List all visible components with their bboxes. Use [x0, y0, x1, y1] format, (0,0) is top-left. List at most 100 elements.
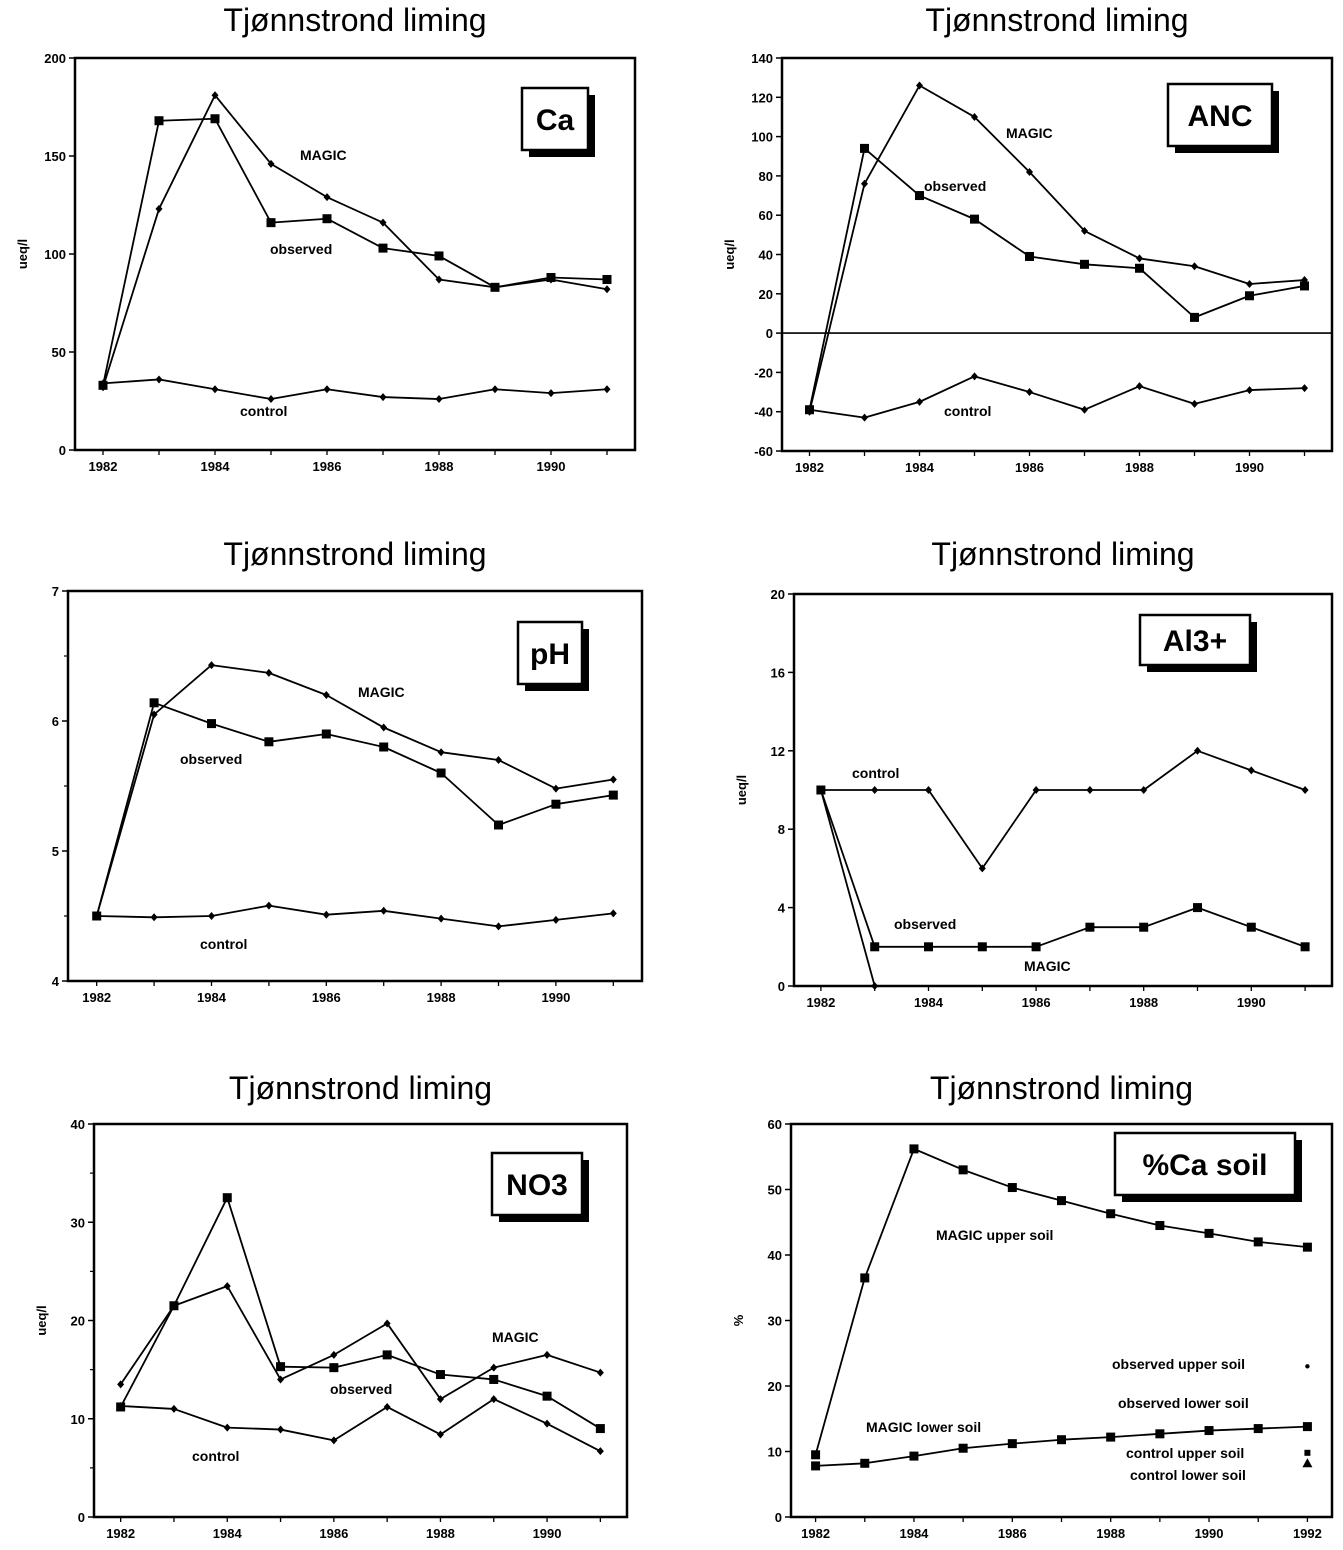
data-point-magic: [437, 748, 445, 757]
data-point-observed: [870, 942, 880, 952]
data-point-magic-lower-soil: [1007, 1439, 1017, 1449]
series-line-magic: [119, 1285, 601, 1400]
data-point-control: [871, 786, 879, 794]
data-point-observed: [1300, 281, 1309, 291]
y-tick-label: 100: [751, 130, 773, 145]
badge-label: ANC: [1188, 100, 1253, 133]
data-point-control: [552, 915, 560, 924]
y-tick-label: 60: [759, 208, 773, 223]
y-axis-label: ueq/l: [734, 775, 749, 805]
data-point-control: [925, 786, 932, 794]
data-point-observed: [1085, 922, 1095, 932]
y-tick-label: 0: [778, 979, 785, 994]
x-tick-label: 1984: [197, 990, 227, 1005]
series-label: control: [200, 936, 247, 952]
series-label: MAGIC: [492, 1329, 539, 1345]
series-line-observed: [820, 789, 1306, 948]
x-tick-label: 1982: [801, 1526, 830, 1541]
data-point-magic-upper-soil: [909, 1144, 919, 1154]
data-point-control: [547, 389, 555, 398]
data-point-observed: [924, 942, 933, 952]
badge-label: Ca: [536, 104, 575, 137]
series-label: observed: [924, 178, 986, 194]
data-point-observed: [1246, 922, 1256, 932]
series-label: observed: [180, 751, 242, 767]
y-tick-label: 10: [71, 1412, 85, 1427]
data-point-observed: [1025, 251, 1034, 261]
y-tick-label: 0: [775, 1510, 782, 1525]
series-label: MAGIC: [300, 147, 347, 163]
data-point-control: [1140, 786, 1148, 794]
series-line-observed: [95, 701, 614, 917]
x-tick-label: 1982: [89, 459, 118, 474]
data-point-observed: [378, 243, 388, 253]
y-tick-label: -20: [754, 365, 773, 380]
y-tick-label: 40: [71, 1117, 85, 1132]
data-point-magic: [211, 91, 219, 100]
data-point-observed: [1193, 903, 1202, 913]
series-label: MAGIC lower soil: [866, 1419, 981, 1435]
y-tick-label: 40: [759, 248, 773, 263]
data-point-magic: [609, 775, 617, 784]
y-tick-label: 120: [751, 90, 773, 105]
data-point-control: [1247, 766, 1255, 775]
x-tick-label: 1990: [1195, 1526, 1224, 1541]
series-label: control: [240, 403, 287, 419]
y-tick-label: 8: [778, 822, 785, 837]
series-line-observed: [808, 147, 1305, 410]
data-point-magic: [1026, 167, 1033, 176]
data-point-control: [1136, 382, 1143, 391]
data-point-control: [490, 1395, 498, 1404]
data-point-control: [603, 385, 611, 394]
data-point-control: [330, 1436, 338, 1445]
data-point-observed: [266, 218, 276, 228]
y-tick-label: 140: [751, 51, 773, 66]
data-point-control: [978, 864, 986, 873]
data-point-control-upper-soil: [1304, 1449, 1311, 1456]
badge-box: [520, 86, 590, 152]
x-tick-label: 1982: [106, 1526, 135, 1541]
data-point-control-lower-soil: [1302, 1458, 1313, 1468]
x-tick-label: 1986: [313, 459, 342, 474]
data-point-control: [170, 1404, 178, 1413]
chart-title: Tjønnstrond liming: [223, 536, 487, 572]
data-point-magic: [552, 784, 560, 793]
data-point-observed: [436, 768, 446, 778]
data-point-control: [93, 912, 101, 920]
y-tick-label: 10: [768, 1445, 782, 1460]
y-tick-label: 0: [766, 326, 773, 341]
data-point-observed: [1080, 259, 1089, 269]
x-tick-label: 1982: [806, 995, 835, 1010]
data-point-control: [99, 379, 107, 388]
data-point-observed: [169, 1301, 179, 1311]
x-tick-label: 1990: [541, 990, 570, 1005]
data-point-control: [596, 1447, 604, 1456]
data-point-magic: [495, 756, 502, 764]
data-point-magic: [861, 179, 868, 188]
data-point-observed-lower-soil: [1305, 1423, 1310, 1428]
data-point-magic: [155, 204, 163, 213]
data-point-magic-lower-soil: [1155, 1429, 1165, 1439]
data-point-observed: [264, 737, 274, 747]
data-point-magic: [380, 723, 388, 732]
series-line-magic: [102, 94, 608, 388]
series-label: observed: [330, 1381, 392, 1397]
data-point-control: [211, 385, 219, 394]
y-tick-label: 6: [52, 714, 59, 729]
y-tick-label: 200: [44, 51, 66, 66]
data-point-magic-upper-soil: [860, 1273, 870, 1283]
data-point-magic: [208, 661, 215, 670]
data-point-magic: [596, 1368, 604, 1377]
data-point-control: [1081, 405, 1088, 414]
data-point-control: [322, 910, 330, 919]
data-point-magic-upper-soil: [958, 1165, 968, 1175]
data-point-magic: [916, 81, 923, 90]
data-point-observed: [970, 214, 979, 224]
y-tick-label: 80: [759, 169, 773, 184]
series-label: MAGIC: [358, 684, 405, 700]
data-point-magic: [379, 218, 387, 227]
x-tick-label: 1990: [1235, 460, 1264, 475]
data-point-control: [861, 413, 868, 422]
